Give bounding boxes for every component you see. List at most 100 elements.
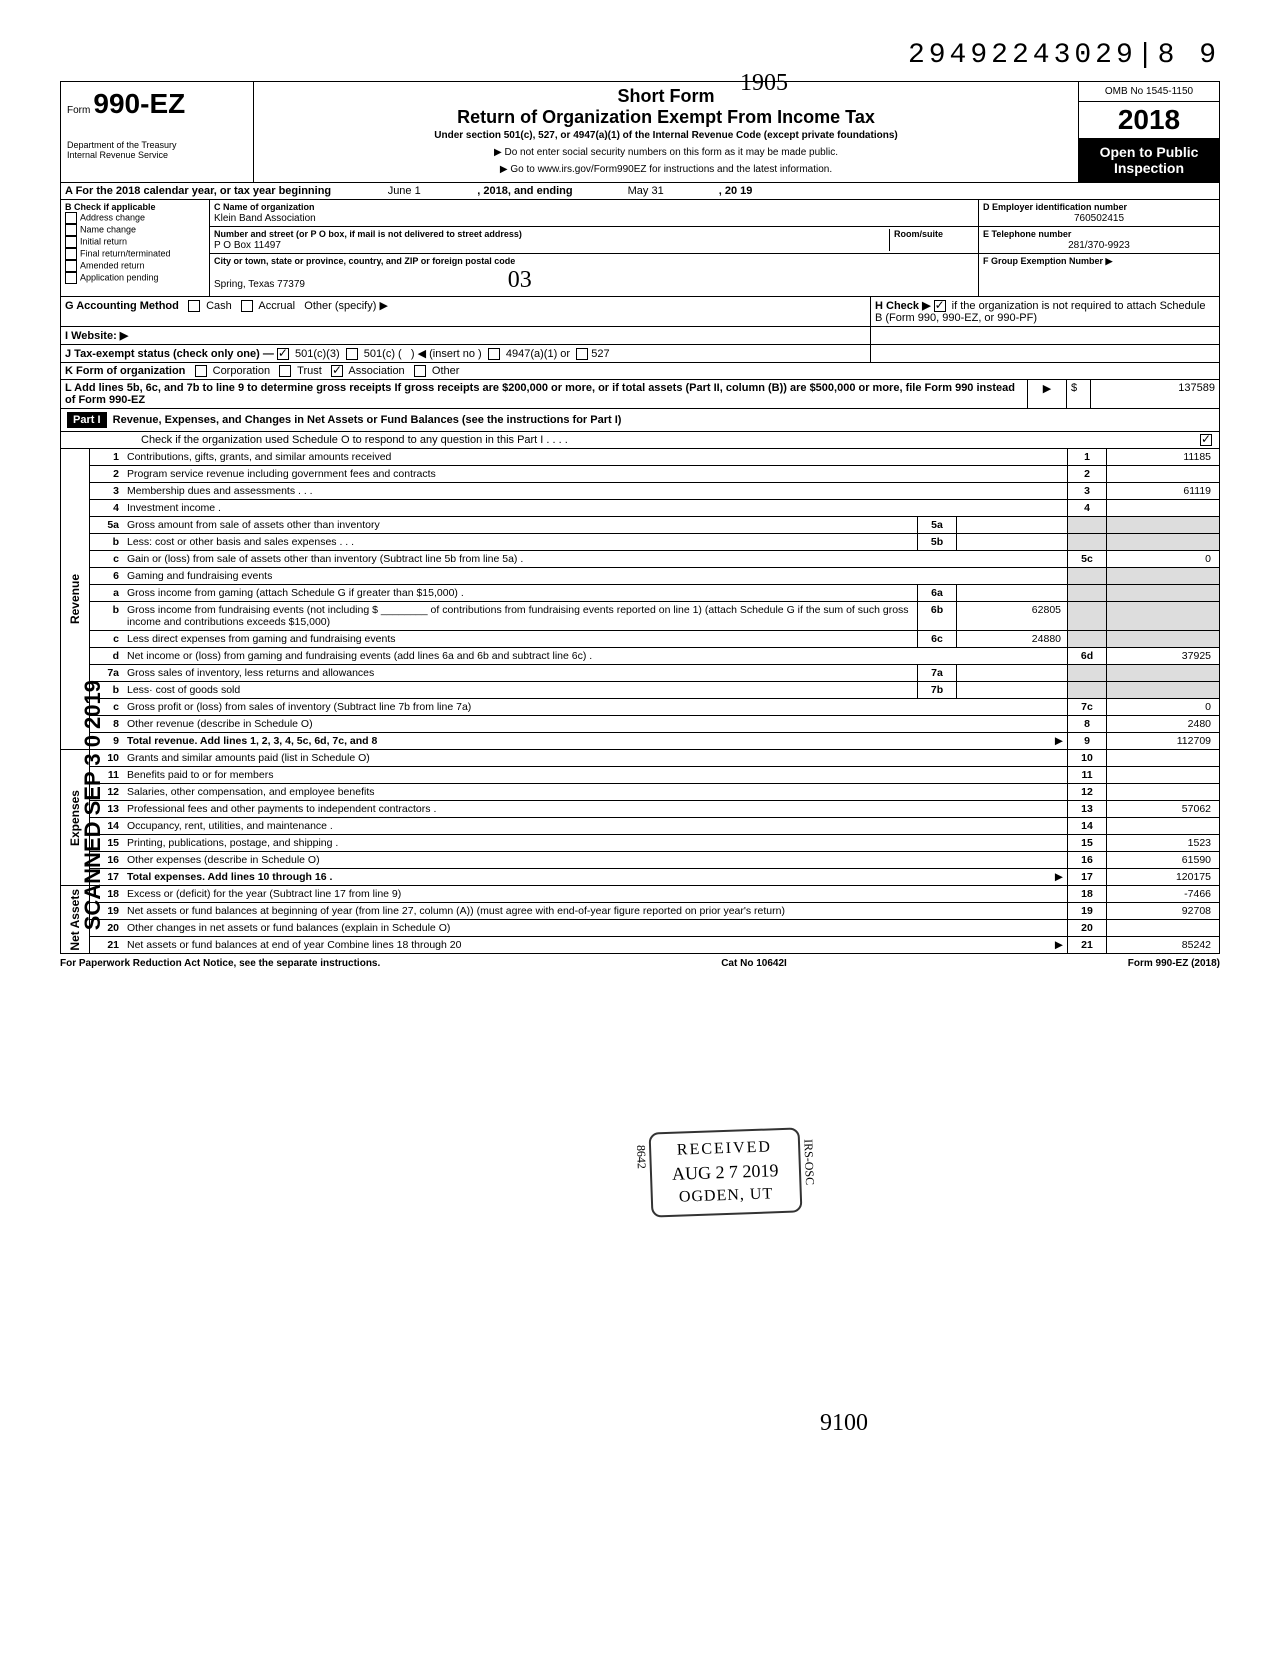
- form-prefix: Form: [67, 105, 90, 116]
- line-3-amt: 61119: [1107, 483, 1220, 500]
- line-12-amt: [1107, 784, 1220, 801]
- l-dollar: $: [1067, 380, 1091, 408]
- form-number: 990-EZ: [93, 88, 185, 119]
- line-14-desc: Occupancy, rent, utilities, and maintena…: [123, 818, 1068, 835]
- line-a-mid: , 2018, and ending: [477, 185, 572, 197]
- received-date: AUG 2 7 2019: [672, 1160, 779, 1185]
- part1-header-row: Part I Revenue, Expenses, and Changes in…: [60, 409, 1220, 432]
- received-label: RECEIVED: [671, 1138, 778, 1160]
- line-a-suffix: , 20 19: [719, 185, 753, 197]
- netassets-table: 18Excess or (deficit) for the year (Subt…: [89, 886, 1220, 954]
- l-arrow: ▶: [1028, 380, 1067, 408]
- line-7a-desc: Gross sales of inventory, less returns a…: [123, 665, 918, 682]
- handwritten-03: 03: [508, 267, 532, 293]
- check-amended-return[interactable]: Amended return: [65, 260, 205, 272]
- tax-year-begin: June 1: [334, 185, 474, 197]
- tax-year-end: May 31: [576, 185, 716, 197]
- k-label: K Form of organization: [65, 365, 185, 377]
- section-b-label: B Check if applicable: [65, 202, 205, 212]
- line-18-desc: Excess or (deficit) for the year (Subtra…: [123, 886, 1068, 903]
- part1-check-line: Check if the organization used Schedule …: [141, 434, 568, 446]
- line-20-amt: [1107, 920, 1220, 937]
- d-ein-label: D Employer identification number: [983, 202, 1127, 212]
- line-5c-amt: 0: [1107, 551, 1220, 568]
- j-label: J Tax-exempt status (check only one) —: [65, 348, 274, 360]
- header-note-2: ▶ Go to www.irs.gov/Form990EZ for instru…: [262, 164, 1070, 175]
- phone-value: 281/370-9923: [983, 240, 1215, 251]
- check-cash[interactable]: [188, 300, 200, 312]
- header-note-1: ▶ Do not enter social security numbers o…: [262, 147, 1070, 158]
- line-18-amt: -7466: [1107, 886, 1220, 903]
- line-21-amt: 85242: [1107, 937, 1220, 954]
- line-6a-desc: Gross income from gaming (attach Schedul…: [123, 585, 918, 602]
- open-to-public: Open to Public Inspection: [1079, 138, 1219, 182]
- header-subtitle: Under section 501(c), 527, or 4947(a)(1)…: [262, 130, 1070, 141]
- ein-value: 760502415: [983, 213, 1215, 224]
- page-footer: For Paperwork Reduction Act Notice, see …: [60, 958, 1220, 969]
- line-7a-midamt: [957, 665, 1068, 682]
- line-17-amt: 120175: [1107, 869, 1220, 886]
- form-header: Form 990-EZ Department of the Treasury I…: [60, 81, 1220, 183]
- check-assoc[interactable]: [331, 365, 343, 377]
- line-13-amt: 57062: [1107, 801, 1220, 818]
- check-501c3[interactable]: [277, 348, 289, 360]
- line-13-desc: Professional fees and other payments to …: [123, 801, 1068, 818]
- check-name-change[interactable]: Name change: [65, 224, 205, 236]
- check-4947[interactable]: [488, 348, 500, 360]
- line-8-amt: 2480: [1107, 716, 1220, 733]
- city-label: City or town, state or province, country…: [214, 256, 515, 266]
- line-12-desc: Salaries, other compensation, and employ…: [123, 784, 1068, 801]
- handwritten-bottom: 9100: [820, 1410, 868, 1437]
- short-form-label: Short Form: [262, 86, 1070, 107]
- line-4-desc: Investment income .: [123, 500, 1068, 517]
- check-final-return[interactable]: Final return/terminated: [65, 248, 205, 260]
- line-11-amt: [1107, 767, 1220, 784]
- check-h[interactable]: [934, 300, 946, 312]
- line-14-amt: [1107, 818, 1220, 835]
- street-label: Number and street (or P O box, if mail i…: [214, 229, 522, 239]
- org-name: Klein Band Association: [214, 213, 316, 224]
- footer-right: Form 990-EZ (2018): [1128, 958, 1220, 969]
- line-6c-midamt: 24880: [957, 631, 1068, 648]
- check-corp[interactable]: [195, 365, 207, 377]
- line-6-desc: Gaming and fundraising events: [123, 568, 1068, 585]
- c-name-label: C Name of organization: [214, 202, 315, 212]
- line-16-amt: 61590: [1107, 852, 1220, 869]
- city-value: Spring, Texas 77379: [214, 279, 305, 290]
- line-6b-desc: Gross income from fundraising events (no…: [123, 602, 918, 631]
- line-5c-desc: Gain or (loss) from sale of assets other…: [123, 551, 1068, 568]
- line-21-desc: Net assets or fund balances at end of ye…: [123, 937, 1068, 954]
- check-other-org[interactable]: [414, 365, 426, 377]
- check-501c[interactable]: [346, 348, 358, 360]
- received-stamp: RECEIVED AUG 2 7 2019 OGDEN, UT IRS-OSC …: [649, 1127, 802, 1217]
- check-schedule-o[interactable]: [1200, 434, 1212, 446]
- line-10-desc: Grants and similar amounts paid (list in…: [123, 750, 1068, 767]
- line-7c-desc: Gross profit or (loss) from sales of inv…: [123, 699, 1068, 716]
- line-6b-midamt: 62805: [957, 602, 1068, 631]
- part1-label: Part I: [67, 412, 107, 428]
- check-address-change[interactable]: Address change: [65, 212, 205, 224]
- check-527[interactable]: [576, 348, 588, 360]
- line-16-desc: Other expenses (describe in Schedule O): [123, 852, 1068, 869]
- f-group-label: F Group Exemption Number ▶: [983, 256, 1112, 266]
- check-accrual[interactable]: [241, 300, 253, 312]
- scanned-stamp: SCANNED SEP 3 0 2019: [80, 680, 106, 930]
- line-9-desc: Total revenue. Add lines 1, 2, 3, 4, 5c,…: [123, 733, 1068, 750]
- line-1-amt: 11185: [1107, 449, 1220, 466]
- line-2-desc: Program service revenue including govern…: [123, 466, 1068, 483]
- line-7c-amt: 0: [1107, 699, 1220, 716]
- line-7b-midamt: [957, 682, 1068, 699]
- street-value: P O Box 11497: [214, 240, 281, 251]
- l-value: 137589: [1091, 380, 1219, 408]
- revenue-side-label: Revenue: [68, 574, 82, 624]
- check-application-pending[interactable]: Application pending: [65, 272, 205, 284]
- check-trust[interactable]: [279, 365, 291, 377]
- top-tracking-number: 29492243029|8 9: [60, 40, 1220, 71]
- line-20-desc: Other changes in net assets or fund bala…: [123, 920, 1068, 937]
- h-label: H Check ▶: [875, 300, 931, 312]
- check-initial-return[interactable]: Initial return: [65, 236, 205, 248]
- line-19-desc: Net assets or fund balances at beginning…: [123, 903, 1068, 920]
- tax-year: 2018: [1079, 102, 1219, 138]
- line-6d-desc: Net income or (loss) from gaming and fun…: [123, 648, 1068, 665]
- line-8-desc: Other revenue (describe in Schedule O): [123, 716, 1068, 733]
